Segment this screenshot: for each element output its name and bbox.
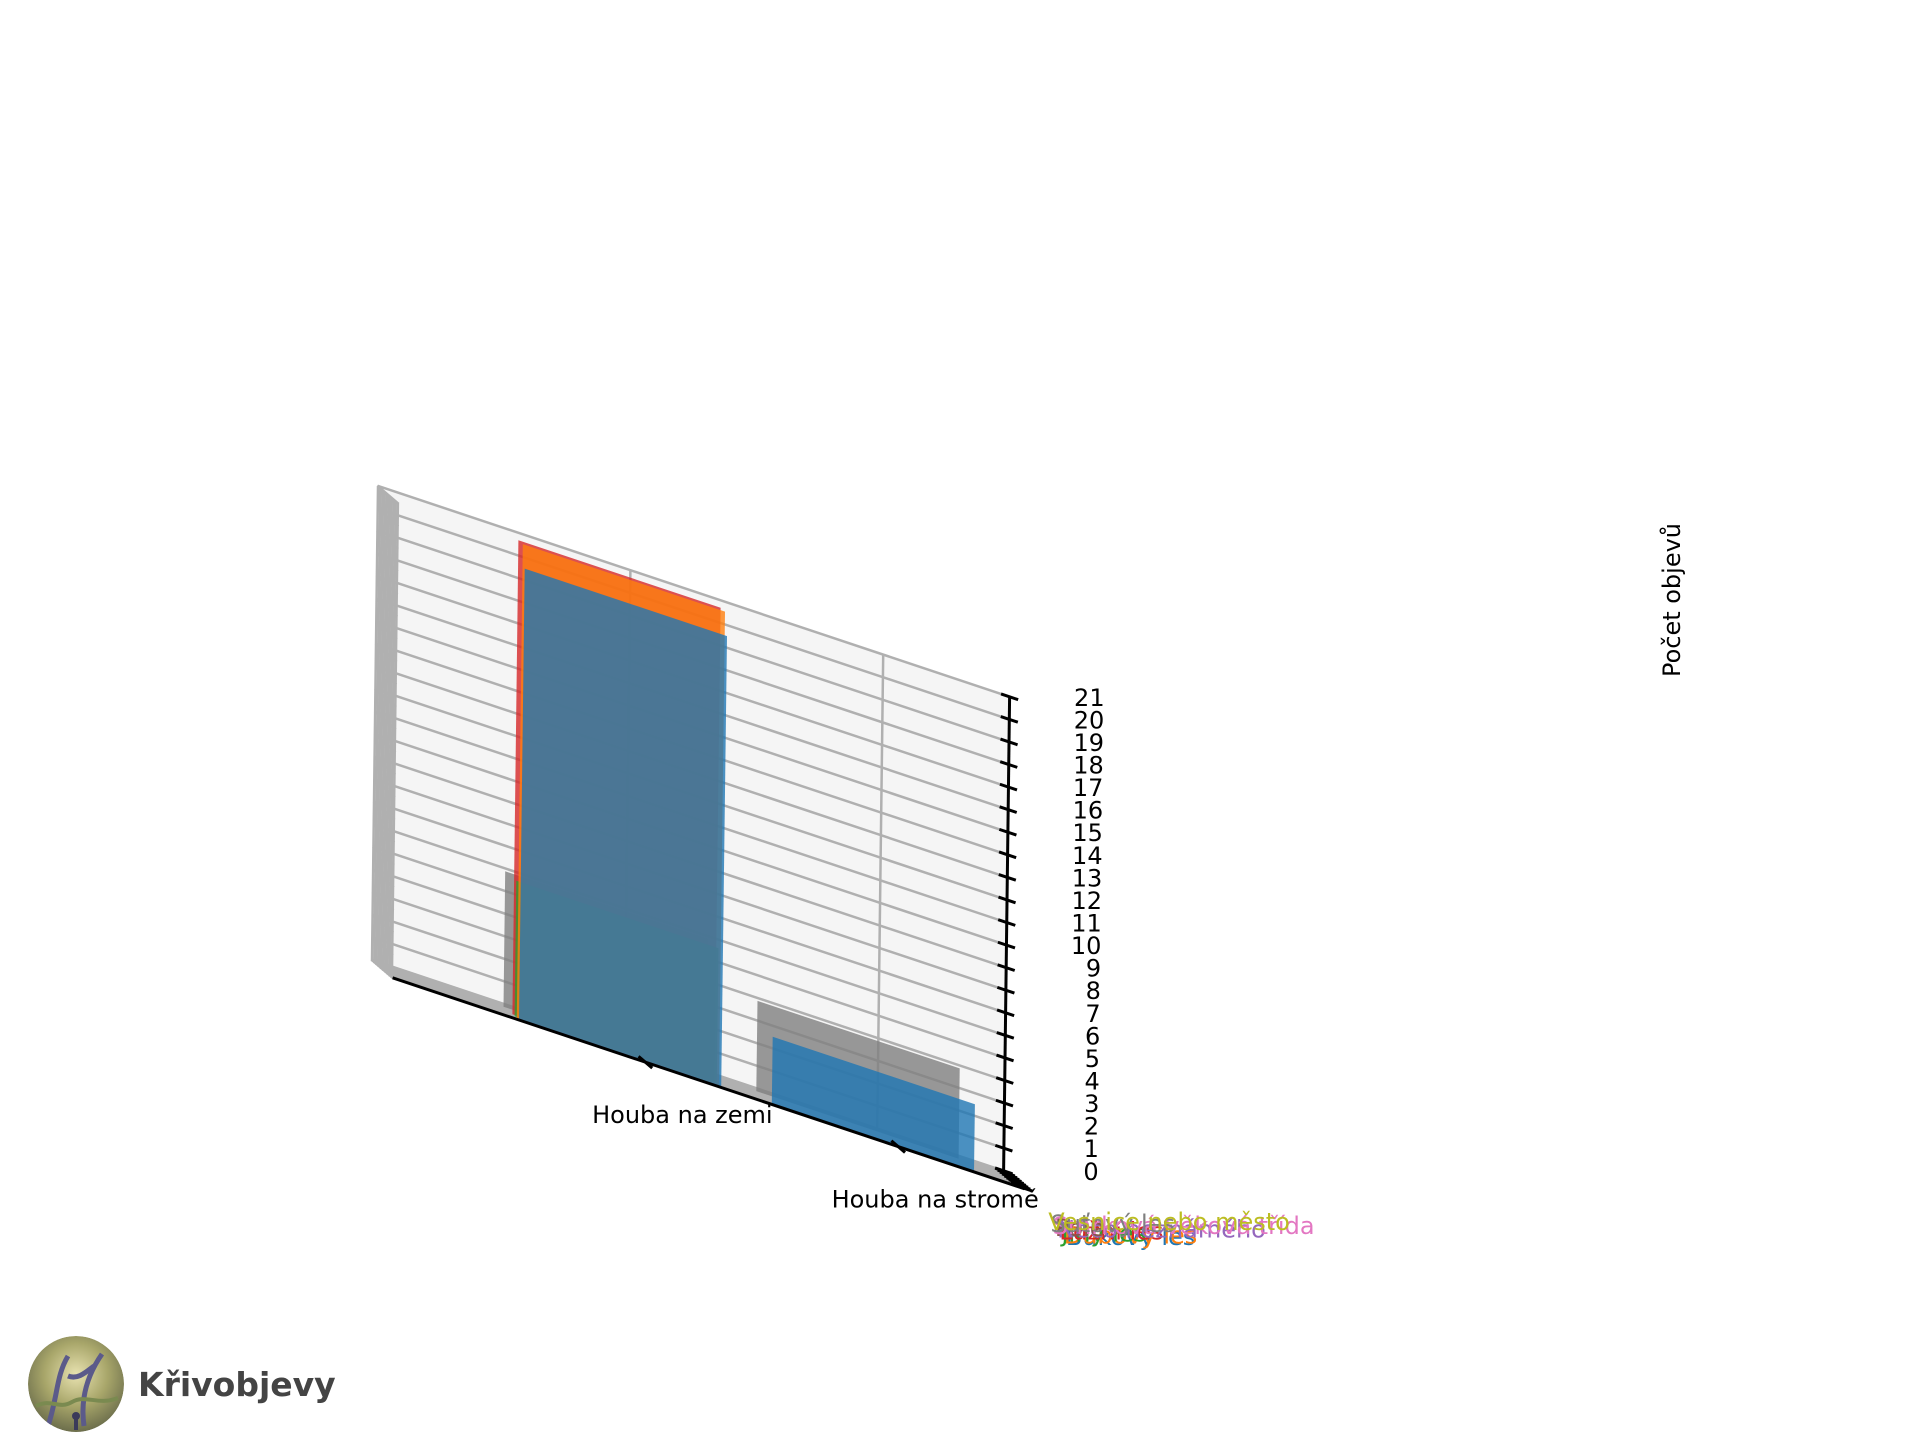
x-tick xyxy=(637,1055,654,1070)
z-tick xyxy=(999,782,1018,792)
x-tick-label: Houba na zemi xyxy=(592,1101,772,1129)
z-tick xyxy=(996,1008,1015,1018)
z-tick xyxy=(997,963,1016,972)
z-tick xyxy=(996,1053,1015,1063)
z-tick-label: 1 xyxy=(1084,1135,1099,1163)
brand: Křivobjevy xyxy=(28,1336,336,1432)
bar xyxy=(519,568,727,1088)
bars xyxy=(503,540,975,1172)
z-tick xyxy=(996,985,1015,995)
z-tick xyxy=(995,1098,1014,1108)
x-tick xyxy=(890,1139,907,1154)
z-tick xyxy=(1000,737,1019,747)
forest-logo-icon xyxy=(28,1336,124,1432)
z-tick-label: 5 xyxy=(1085,1045,1100,1073)
bar xyxy=(771,1036,975,1172)
z-tick xyxy=(997,940,1016,950)
z-tick xyxy=(999,760,1018,769)
z-tick-label: 11 xyxy=(1071,910,1102,938)
y-tick-label: Vesnice nebo město xyxy=(1048,1208,1290,1236)
z-tick-label: 19 xyxy=(1073,729,1104,757)
z-tick-label: 7 xyxy=(1085,1000,1100,1028)
y-tick-label: Dubový les xyxy=(1064,1221,1198,1249)
z-tick-label: 3 xyxy=(1084,1090,1099,1118)
z-tick xyxy=(994,1166,1013,1176)
axis-lines xyxy=(392,692,1033,1193)
z-tick-label: 8 xyxy=(1086,977,1101,1005)
z-tick-label: 6 xyxy=(1085,1022,1100,1050)
y-tick-label: Suťový les xyxy=(1050,1210,1175,1238)
z-tick-label: 15 xyxy=(1072,819,1103,847)
y-tick-label: Něco neznámého xyxy=(1057,1216,1266,1244)
x-axis-line xyxy=(392,976,1026,1191)
z-tick xyxy=(997,918,1016,927)
z-tick xyxy=(998,873,1017,882)
z-tick-label: 20 xyxy=(1074,706,1105,734)
z-tick xyxy=(1000,715,1019,724)
z-tick-label: 16 xyxy=(1073,797,1104,825)
z-tick xyxy=(998,850,1017,860)
z-tick-label: 18 xyxy=(1073,752,1104,780)
y-tick-label: Lužní les xyxy=(1059,1218,1163,1246)
z-tick-label: 0 xyxy=(1083,1158,1098,1186)
z-tick-label: 14 xyxy=(1072,842,1103,870)
z-axis-label: Počet objevů xyxy=(1658,523,1686,677)
z-tick-label: 2 xyxy=(1084,1113,1099,1141)
z-tick xyxy=(995,1076,1014,1085)
axis-labels: Houba na zemi Houba na stromě Bukový lesDu… xyxy=(592,523,1686,1251)
y-tick-label: Jiný les xyxy=(1060,1219,1147,1247)
z-tick xyxy=(998,895,1017,905)
y-tick-label: Bukový les xyxy=(1066,1223,1195,1251)
z-tick-label: 17 xyxy=(1073,774,1104,802)
z-tick xyxy=(1000,692,1019,702)
z-tick-label: 10 xyxy=(1071,932,1102,960)
z-tick xyxy=(999,805,1018,814)
x-tick-label: Houba na stromě xyxy=(832,1185,1039,1213)
z-tick xyxy=(995,1121,1014,1130)
z-tick xyxy=(994,1143,1013,1153)
y-tick-label: Pole xyxy=(1055,1214,1105,1242)
z-tick xyxy=(996,1031,1015,1040)
z-tick-label: 4 xyxy=(1084,1068,1099,1096)
z-tick-label: 21 xyxy=(1074,684,1105,712)
z-tick-label: 9 xyxy=(1086,955,1101,983)
brand-name: Křivobjevy xyxy=(138,1364,336,1404)
z-tick-label: 13 xyxy=(1072,864,1103,892)
z-axis-line xyxy=(1002,696,1012,1171)
y-tick-label: Smrková věková třída xyxy=(1053,1212,1315,1240)
z-tick xyxy=(998,827,1017,837)
z-tick-label: 12 xyxy=(1071,887,1102,915)
